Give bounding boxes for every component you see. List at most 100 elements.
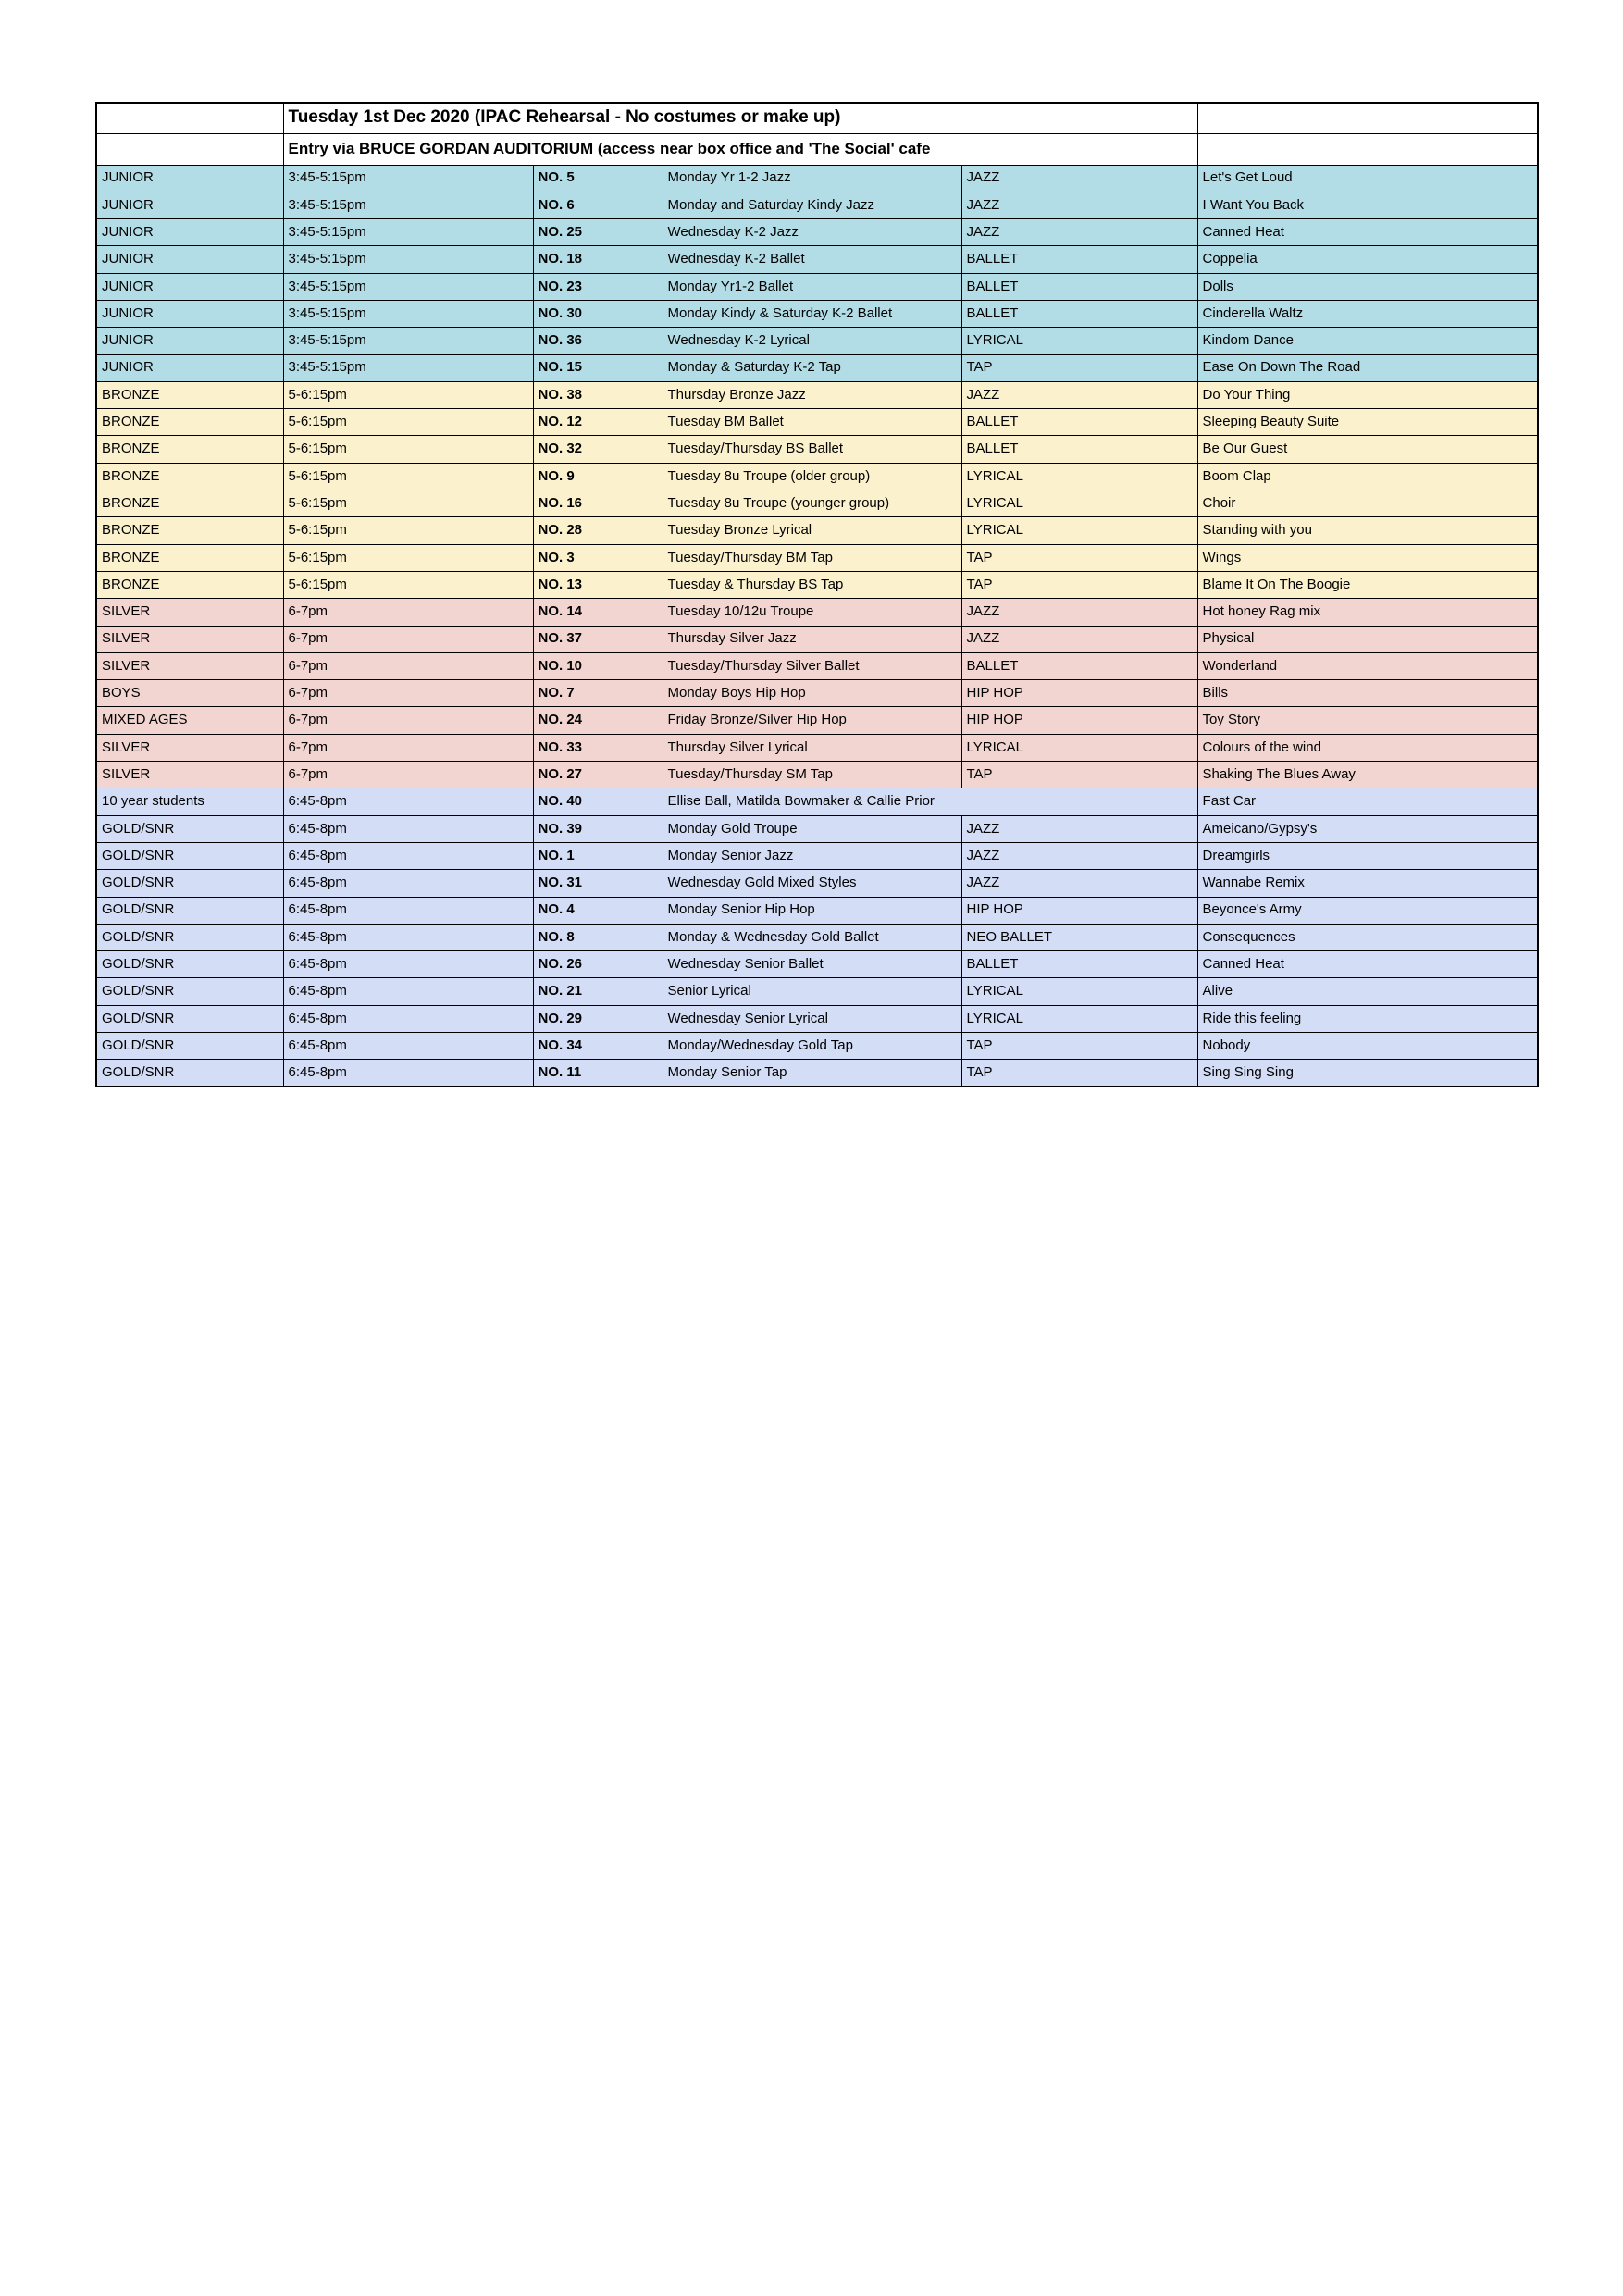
cell-group: SILVER	[95, 761, 284, 789]
cell-time: 6:45-8pm	[282, 977, 534, 1006]
cell-song: Bills	[1196, 679, 1539, 708]
table-row: BRONZE 5-6:15pm NO. 32 Tuesday/Thursday BS …	[95, 435, 1539, 464]
cell-group: JUNIOR	[95, 218, 284, 247]
cell-style: LYRICAL	[960, 977, 1198, 1006]
cell-group: BRONZE	[95, 380, 284, 410]
cell-number: NO. 12	[532, 408, 663, 437]
cell-time: 3:45-5:15pm	[282, 327, 534, 355]
cell-song: Standing with you	[1196, 516, 1539, 545]
cell-group: BRONZE	[95, 462, 284, 491]
cell-number: NO. 38	[532, 380, 663, 410]
table-row: SILVER 6-7pm NO. 27 Tuesday/Thursday SM Tap…	[95, 761, 1539, 789]
cell-song: Choir	[1196, 490, 1539, 518]
cell-class: Tuesday 8u Troupe (older group)	[662, 462, 962, 491]
cell-class: Wednesday Senior Lyrical	[662, 1004, 962, 1034]
cell-style: TAP	[960, 570, 1198, 600]
cell-style: JAZZ	[960, 191, 1198, 220]
table-row: GOLD/SNR 6:45-8pm NO. 8 Monday & Wednesday …	[95, 923, 1539, 952]
cell-class: Monday Boys Hip Hop	[662, 679, 962, 708]
cell-style: BALLET	[960, 245, 1198, 274]
cell-group: SILVER	[95, 652, 284, 681]
cell-number: NO. 40	[532, 788, 663, 816]
table-row: JUNIOR 3:45-5:15pm NO. 23 Monday Yr1-2 Ball…	[95, 272, 1539, 301]
cell-song: Nobody	[1196, 1031, 1539, 1061]
cell-number: NO. 33	[532, 733, 663, 763]
table-row: GOLD/SNR 6:45-8pm NO. 26 Wednesday Senior B…	[95, 950, 1539, 979]
cell-number: NO. 5	[532, 164, 663, 192]
cell-group: JUNIOR	[95, 245, 284, 274]
cell-group: BRONZE	[95, 543, 284, 572]
cell-style: TAP	[960, 761, 1198, 789]
cell-time: 6:45-8pm	[282, 896, 534, 925]
cell-style: LYRICAL	[960, 490, 1198, 518]
cell-time: 5-6:15pm	[282, 435, 534, 464]
cell-song: Do Your Thing	[1196, 380, 1539, 410]
cell-number: NO. 4	[532, 896, 663, 925]
cell-time: 3:45-5:15pm	[282, 245, 534, 274]
cell-style: TAP	[960, 1031, 1198, 1061]
table-row: GOLD/SNR 6:45-8pm NO. 29 Wednesday Senior L…	[95, 1004, 1539, 1034]
cell-time: 5-6:15pm	[282, 543, 534, 572]
header-empty-cell	[1196, 102, 1539, 134]
cell-class: Senior Lyrical	[662, 977, 962, 1006]
cell-number: NO. 9	[532, 462, 663, 491]
table-row: JUNIOR 3:45-5:15pm NO. 6 Monday and Saturda…	[95, 191, 1539, 220]
cell-group: BRONZE	[95, 570, 284, 600]
cell-time: 3:45-5:15pm	[282, 191, 534, 220]
cell-class: Thursday Bronze Jazz	[662, 380, 962, 410]
table-row: GOLD/SNR 6:45-8pm NO. 1 Monday Senior Jazz J…	[95, 841, 1539, 871]
cell-style: TAP	[960, 543, 1198, 572]
cell-group: JUNIOR	[95, 191, 284, 220]
cell-time: 3:45-5:15pm	[282, 299, 534, 329]
cell-time: 6:45-8pm	[282, 814, 534, 843]
cell-number: NO. 27	[532, 761, 663, 789]
cell-song: Toy Story	[1196, 706, 1539, 735]
cell-number: NO. 21	[532, 977, 663, 1006]
table-row: JUNIOR 3:45-5:15pm NO. 36 Wednesday K-2 Lyr…	[95, 327, 1539, 355]
cell-class: Thursday Silver Lyrical	[662, 733, 962, 763]
cell-group: MIXED AGES	[95, 706, 284, 735]
cell-number: NO. 23	[532, 272, 663, 301]
cell-style: JAZZ	[960, 598, 1198, 627]
cell-song: Ease On Down The Road	[1196, 354, 1539, 382]
header-empty-cell	[95, 132, 284, 166]
cell-group: GOLD/SNR	[95, 977, 284, 1006]
cell-style: JAZZ	[960, 380, 1198, 410]
entry-instructions: Entry via BRUCE GORDAN AUDITORIUM (acces…	[282, 132, 1198, 166]
cell-style: LYRICAL	[960, 733, 1198, 763]
cell-style: JAZZ	[960, 841, 1198, 871]
cell-group: GOLD/SNR	[95, 1031, 284, 1061]
cell-number: NO. 16	[532, 490, 663, 518]
header-row-title: Tuesday 1st Dec 2020 (IPAC Rehearsal - N…	[95, 102, 1539, 134]
table-row: GOLD/SNR 6:45-8pm NO. 31 Wednesday Gold Mix…	[95, 869, 1539, 898]
cell-style: HIP HOP	[960, 706, 1198, 735]
header-row-entry-note: Entry via BRUCE GORDAN AUDITORIUM (acces…	[95, 132, 1539, 166]
cell-style: TAP	[960, 1059, 1198, 1087]
cell-group: GOLD/SNR	[95, 869, 284, 898]
cell-time: 5-6:15pm	[282, 490, 534, 518]
cell-number: NO. 13	[532, 570, 663, 600]
cell-group: JUNIOR	[95, 354, 284, 382]
cell-class: Tuesday Bronze Lyrical	[662, 516, 962, 545]
cell-time: 6:45-8pm	[282, 841, 534, 871]
cell-number: NO. 24	[532, 706, 663, 735]
table-row: BRONZE 5-6:15pm NO. 3 Tuesday/Thursday BM T…	[95, 543, 1539, 572]
cell-song: Blame It On The Boogie	[1196, 570, 1539, 600]
cell-song: Alive	[1196, 977, 1539, 1006]
cell-class: Monday Senior Hip Hop	[662, 896, 962, 925]
cell-song: Wannabe Remix	[1196, 869, 1539, 898]
cell-song: Canned Heat	[1196, 950, 1539, 979]
cell-number: NO. 3	[532, 543, 663, 572]
cell-time: 3:45-5:15pm	[282, 218, 534, 247]
cell-number: NO. 15	[532, 354, 663, 382]
cell-group: JUNIOR	[95, 327, 284, 355]
schedule-title: Tuesday 1st Dec 2020 (IPAC Rehearsal - N…	[282, 102, 1198, 134]
cell-class: Wednesday Gold Mixed Styles	[662, 869, 962, 898]
cell-number: NO. 30	[532, 299, 663, 329]
cell-time: 6-7pm	[282, 598, 534, 627]
cell-class: Monday and Saturday Kindy Jazz	[662, 191, 962, 220]
cell-number: NO. 26	[532, 950, 663, 979]
cell-number: NO. 1	[532, 841, 663, 871]
cell-class: Wednesday K-2 Ballet	[662, 245, 962, 274]
